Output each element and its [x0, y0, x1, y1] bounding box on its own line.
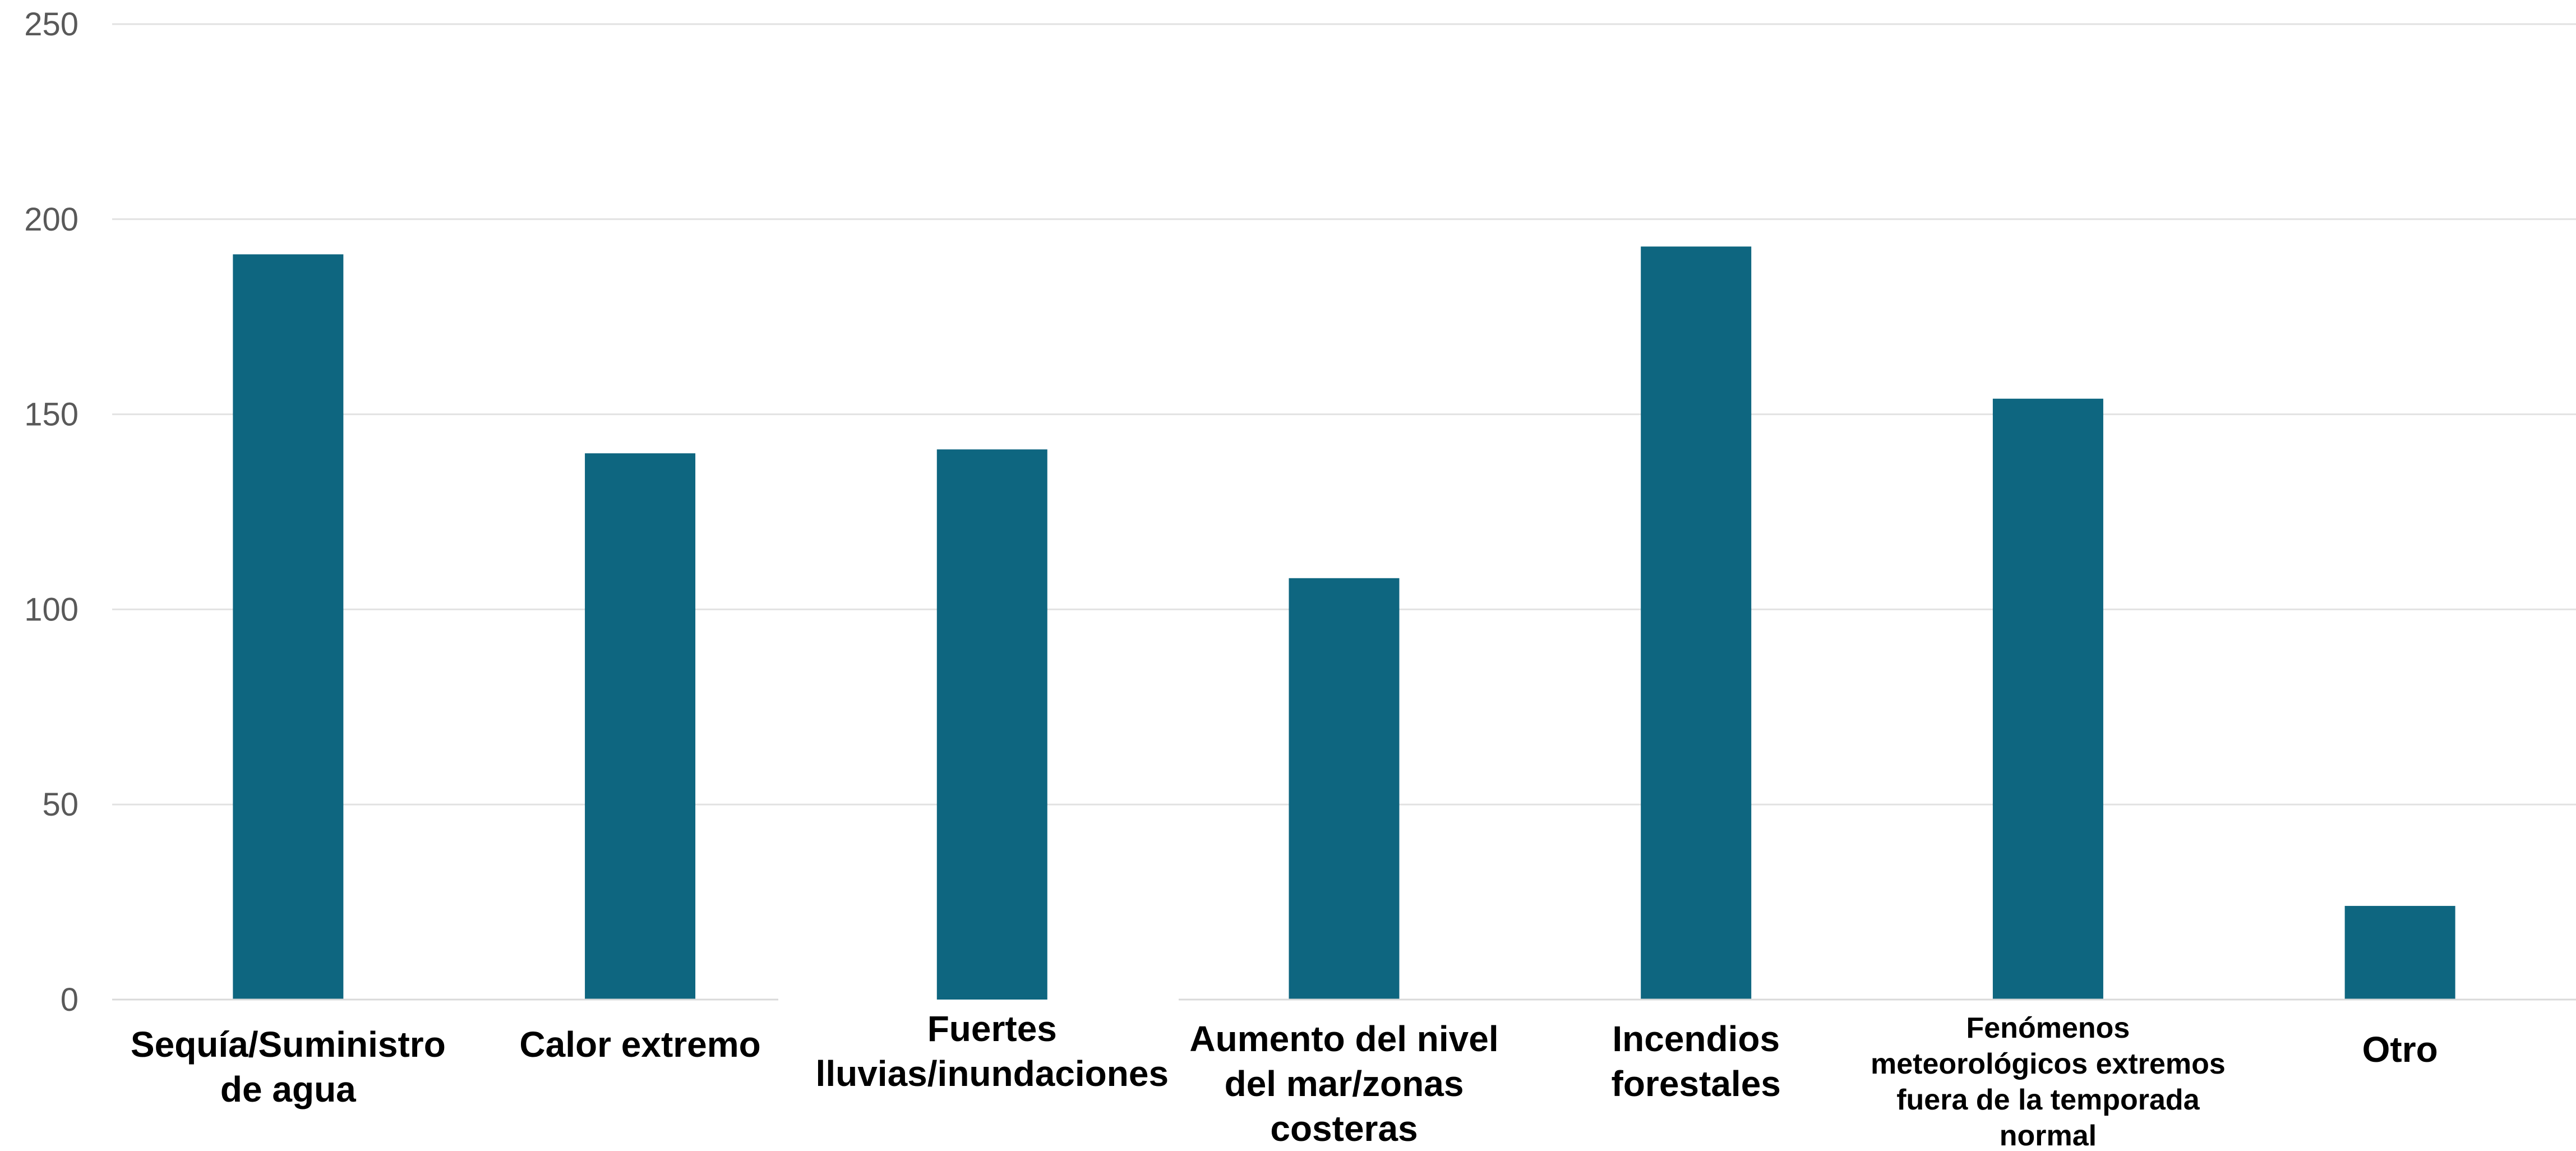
- y-tick-label: 250: [24, 6, 79, 43]
- x-tick-label: Incendios forestales: [1612, 1019, 1781, 1104]
- x-tick-label: Sequía/Suministro de agua: [131, 1024, 446, 1109]
- x-tick-label-line: Calor extremo: [519, 1024, 760, 1065]
- x-tick-label-line: Sequía/Suministro: [131, 1024, 446, 1065]
- x-tick-label-line: Otro: [2362, 1029, 2438, 1070]
- bar-3: [936, 449, 1047, 1000]
- y-axis-ticks: 0 50 100 150 200 250: [24, 6, 79, 1018]
- x-tick-label: Otro: [2362, 1029, 2438, 1070]
- bars: [233, 246, 2455, 1000]
- x-tick-label-line: fuera de la temporada: [1896, 1084, 2200, 1116]
- bar-4: [1289, 578, 1400, 1000]
- x-tick-label-line: costeras: [1270, 1108, 1418, 1149]
- y-tick-label: 50: [42, 786, 79, 823]
- x-tick-label-line: Fuertes: [927, 1009, 1057, 1049]
- x-tick-label-line: meteorológicos extremos: [1871, 1048, 2226, 1080]
- x-tick-label-line: normal: [2000, 1120, 2097, 1151]
- x-tick-label: Fuertes lluvias/inundaciones: [816, 1009, 1169, 1094]
- x-tick-label-line: forestales: [1612, 1063, 1781, 1104]
- x-tick-label: Aumento del nivel del mar/zonas costeras: [1189, 1019, 1498, 1149]
- bar-5: [1641, 246, 1752, 1000]
- x-tick-label-line: del mar/zonas: [1225, 1063, 1464, 1104]
- gridlines: [112, 23, 2576, 805]
- x-tick-label: Calor extremo: [519, 1024, 760, 1065]
- bar-7: [2344, 906, 2455, 1000]
- x-tick-label-line: Aumento del nivel: [1189, 1019, 1498, 1059]
- bar-1: [233, 254, 344, 1000]
- bar-2: [585, 453, 696, 1000]
- x-tick-label-line: de agua: [220, 1069, 356, 1109]
- x-tick-label-line: Fenómenos: [1966, 1012, 2130, 1044]
- x-tick-label-line: Incendios: [1612, 1019, 1780, 1059]
- y-tick-label: 150: [24, 397, 79, 433]
- x-tick-label-line: lluvias/inundaciones: [816, 1053, 1169, 1094]
- x-axis-labels: Sequía/Suministro de agua Calor extremo Fue…: [131, 1009, 2438, 1151]
- y-tick-label: 100: [24, 591, 79, 628]
- bar-6: [1992, 398, 2103, 1000]
- y-tick-label: 0: [61, 982, 79, 1018]
- y-tick-label: 200: [24, 201, 79, 238]
- x-tick-label: Fenómenos meteorológicos extremos fuera de…: [1871, 1012, 2226, 1151]
